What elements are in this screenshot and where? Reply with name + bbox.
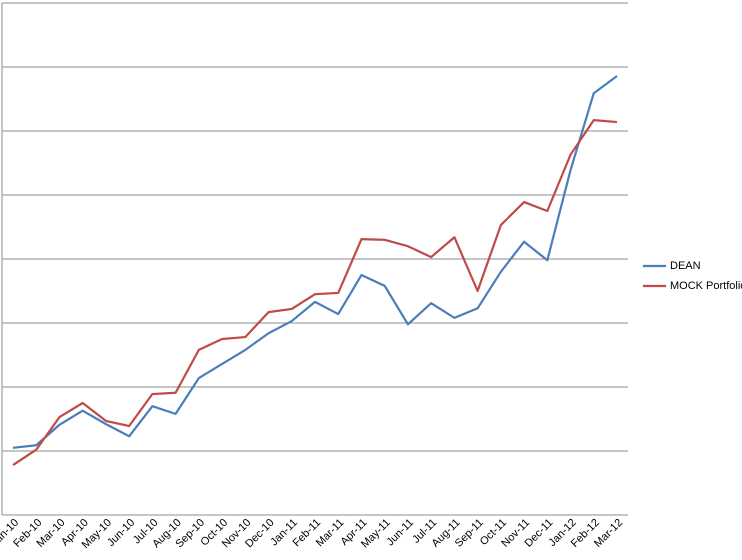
legend-label: MOCK Portfolio	[670, 280, 742, 292]
x-tick-label: Jun-11	[384, 517, 416, 549]
legend-label: DEAN	[670, 260, 701, 272]
data-line	[12, 75, 618, 449]
data-line	[12, 119, 618, 466]
